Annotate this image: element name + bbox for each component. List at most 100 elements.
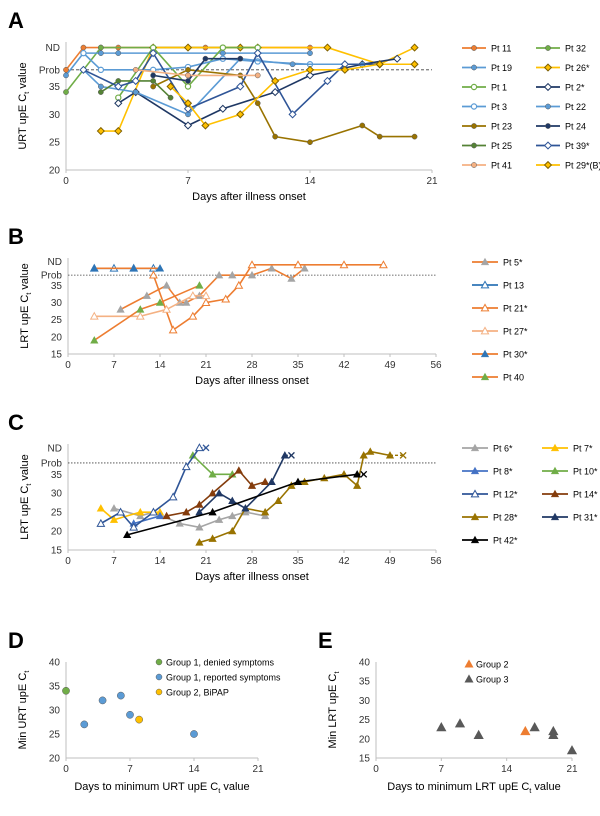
panel-letter: B [8,224,24,249]
data-point [182,507,191,516]
legend-label: Pt 26* [565,63,590,73]
data-point [98,83,104,90]
data-point [175,519,184,527]
legend-marker [480,372,490,381]
y-axis-title: Min LRT upE Ct [327,671,341,749]
legend-label: Pt 30* [503,350,528,360]
legend-item-pt-23: Pt 23 [462,122,512,132]
y-tick-label: 25 [49,138,61,149]
x-tick-label: 35 [292,556,304,567]
legend-label: Group 2 [476,660,509,670]
data-point [411,133,418,140]
data-point [566,745,578,755]
legend-label: Pt 41 [491,161,512,171]
y-tick-label: 30 [49,110,61,121]
y-tick-label-nd: ND [46,43,60,54]
data-point [208,507,217,516]
legend-item-pt-26: Pt 26* [536,63,590,73]
data-point [339,260,349,269]
y-tick-label: 35 [51,470,63,481]
y-tick-label: 40 [49,658,61,669]
panel-a: A 0 7 14 21 20 25 30 35 ND Prob Days after illness … [8,8,600,203]
series-group-3 [436,718,578,755]
data-point [234,466,243,474]
data-point [247,270,257,279]
data-point [454,718,466,728]
legend-item-pt-27: Pt 27* [472,326,528,337]
data-point [307,50,313,56]
y-tick-label: 25 [51,315,63,326]
data-point [149,49,158,58]
data-point [63,89,69,95]
data-point [548,729,559,739]
data-point [142,291,151,299]
data-point [109,504,119,512]
data-point [376,133,383,140]
y-tick-label: 30 [51,489,63,500]
panel-letter: C [8,410,24,435]
x-tick-label: 7 [111,556,117,567]
data-point [208,470,217,478]
x-tick-label: 7 [439,764,445,775]
legend-item-pt-28: Pt 28* [462,513,518,523]
data-point [520,725,531,736]
legend-label: Pt 27* [503,327,528,337]
legend-item-pt-12: Pt 12* [462,489,518,500]
data-point [288,110,297,119]
series-pt-40 [90,281,204,344]
legend-item-group-3: Group 3 [464,674,509,685]
data-point [436,722,447,732]
data-point [208,488,217,497]
x-tick-label: 56 [430,360,442,371]
y-tick-label: 40 [359,658,371,669]
data-point [201,121,210,130]
data-point [136,305,145,313]
legend-item-pt-24: Pt 24 [536,122,586,132]
y-tick-label: 25 [49,730,61,741]
data-point [80,720,89,729]
legend-marker [543,141,553,150]
data-point [219,44,227,51]
legend-marker [550,443,560,452]
data-point [63,66,69,73]
data-point [305,71,315,80]
series-line [126,473,358,536]
data-point [236,82,245,91]
data-point [62,686,70,695]
panel-c: C 0 7 14 21 28 35 42 49 56 15 20 25 30 35 ND Prob Days af… [8,410,598,583]
end-cross-mark [202,444,210,452]
legend-item-pt-25: Pt 25 [462,141,512,151]
data-point [185,72,191,79]
data-point [195,538,204,546]
legend-label: Pt 29*(B) [565,161,600,171]
data-point [323,76,332,86]
legend-item-pt-21: Pt 21* [472,303,528,314]
legend-label: Pt 2* [565,83,585,93]
data-point [183,43,193,52]
x-tick-label: 7 [127,764,133,775]
legend-item-group-1-denied-symptoms: Group 1, denied symptoms [155,658,275,668]
legend-item-pt-11: Pt 11 [462,44,511,54]
y-axis-title: LRT upE Ct value [19,263,33,348]
data-point [201,297,211,306]
legend-label: Pt 40 [503,373,524,383]
data-point [280,451,289,459]
legend-marker [464,674,474,683]
data-point [131,76,140,86]
legend-marker [543,63,553,72]
series-pt-23 [150,66,418,146]
data-point [150,72,156,79]
series-line [133,515,161,525]
data-point [375,60,384,69]
legend-label: Pt 8* [493,467,513,477]
data-point [241,504,250,512]
legend-marker [464,659,474,668]
y-tick-label: 20 [359,734,371,745]
legend-marker [470,103,478,110]
data-point [98,44,104,51]
data-point [366,447,375,455]
data-point [393,54,402,63]
legend-marker [471,142,477,149]
series-line [120,267,306,311]
